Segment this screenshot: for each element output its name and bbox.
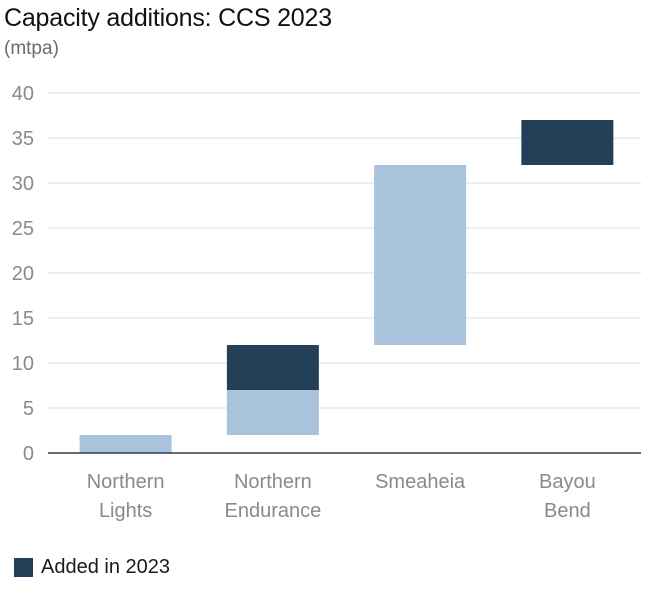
- y-tick-label-25: 25: [12, 218, 34, 240]
- chart-title: Capacity additions: CCS 2023: [4, 4, 332, 32]
- y-tick-label-15: 15: [12, 308, 34, 330]
- bars: [79, 120, 614, 453]
- category-label-2-0: Smeaheia: [375, 471, 466, 493]
- category-labels: Northern Lights Northern Endurance Smeaheia B…: [87, 471, 596, 522]
- bar-0-1: [226, 390, 319, 435]
- y-tick-label-30: 30: [12, 173, 34, 195]
- chart-subtitle: (mtpa): [4, 38, 59, 59]
- y-tick-label-35: 35: [12, 128, 34, 150]
- legend-label: Added in 2023: [41, 556, 171, 578]
- bar-0-2: [374, 165, 467, 345]
- legend-swatch-icon: [14, 558, 33, 577]
- legend: Added in 2023: [14, 556, 170, 579]
- bar-0-0: [79, 435, 172, 453]
- category-label-0-0: Northern: [87, 471, 165, 493]
- y-tick-label-5: 5: [23, 398, 34, 420]
- category-label-1-0: Northern: [234, 471, 312, 493]
- bar-1-1: [226, 345, 319, 390]
- y-axis-ticks: 0 5 10 15 20 25 30 35 40: [12, 83, 34, 465]
- category-label-1-1: Endurance: [225, 500, 322, 522]
- gridlines: [48, 92, 641, 409]
- category-label-0-1: Lights: [99, 500, 152, 522]
- y-tick-label-0: 0: [23, 443, 34, 465]
- y-tick-label-20: 20: [12, 263, 34, 285]
- bar-1-3: [521, 120, 614, 165]
- category-label-3-1: Bend: [544, 500, 591, 522]
- y-tick-label-10: 10: [12, 353, 34, 375]
- y-tick-label-40: 40: [12, 83, 34, 105]
- category-label-3-0: Bayou: [539, 471, 596, 493]
